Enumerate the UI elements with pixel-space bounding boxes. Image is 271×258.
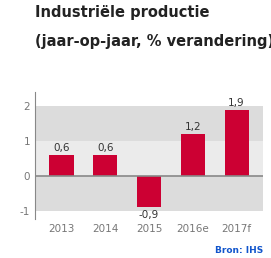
Text: Industriële productie: Industriële productie [35, 5, 210, 20]
Bar [35, 176, 263, 211]
Text: 1,9: 1,9 [228, 98, 245, 108]
Bar [225, 110, 249, 176]
Text: 1,2: 1,2 [185, 122, 201, 132]
Bar [181, 134, 205, 176]
Bar [35, 141, 263, 176]
Text: Bron: IHS: Bron: IHS [215, 246, 263, 255]
Bar [35, 106, 263, 141]
Bar [49, 155, 73, 176]
Bar [93, 155, 117, 176]
Text: -0,9: -0,9 [139, 209, 159, 220]
Text: 0,6: 0,6 [97, 143, 114, 153]
Text: (jaar-op-jaar, % verandering): (jaar-op-jaar, % verandering) [35, 34, 271, 49]
Bar [137, 176, 161, 207]
Text: 0,6: 0,6 [53, 143, 70, 153]
